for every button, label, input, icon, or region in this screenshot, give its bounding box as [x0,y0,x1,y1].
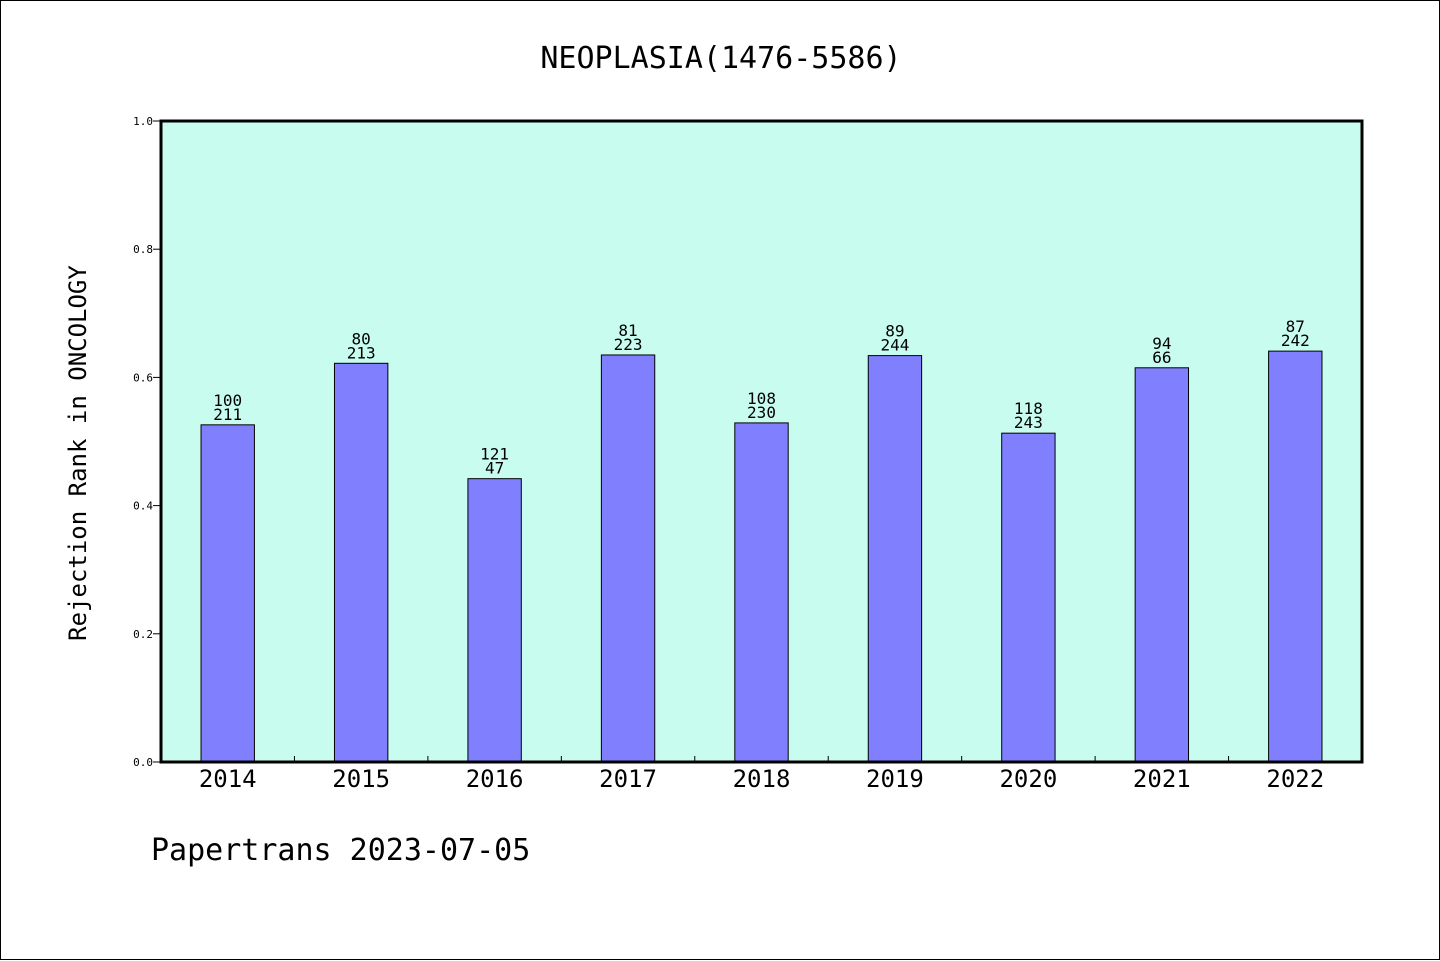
bar-label-bottom: 213 [347,343,376,362]
bar-2018 [734,422,789,763]
footer-credit: Papertrans 2023-07-05 [151,833,531,868]
x-tick-label: 2019 [866,765,924,793]
y-axis-label: Rejection Rank in ONCOLOGY [64,265,92,641]
bar-label-top: 80 [352,329,371,348]
y-tick-label: 0.6 [133,371,153,384]
x-tick-label: 2020 [999,765,1057,793]
bar-label-top: 87 [1286,317,1305,336]
y-axis: 0.0 0.2 0.4 0.6 0.8 1.0 [133,115,161,769]
bar-label-top: 89 [885,322,904,341]
x-tick-label: 2017 [599,765,657,793]
bar-label-top: 100 [213,391,242,410]
y-tick-label: 0.2 [133,628,153,641]
bar-2014 [200,424,255,763]
bar-2020 [1001,432,1056,763]
bar-label-top: 94 [1152,334,1171,353]
y-tick-label: 0.0 [133,756,153,769]
bar-2016 [467,478,522,763]
bar-2015 [333,362,389,763]
plot-border [159,119,1364,764]
bar-2019 [867,355,923,763]
x-tick-label: 2014 [199,765,257,793]
x-tick-label: 2018 [733,765,791,793]
bar-label-bottom: 242 [1281,331,1310,350]
y-tick-label: 0.8 [133,243,153,256]
x-axis: 2014 2015 2016 2017 2018 2019 2020 2021 2022 [199,756,1324,793]
bar-label-bottom: 66 [1152,348,1171,367]
bar-label-top: 81 [618,321,637,340]
bar-label-bottom: 243 [1014,413,1043,432]
y-tick-label: 1.0 [133,115,153,128]
bar-label-top: 108 [747,389,776,408]
x-tick-label: 2016 [466,765,524,793]
bar-2017 [600,354,656,763]
bar-2022 [1268,350,1323,763]
x-tick-label: 2021 [1133,765,1191,793]
bar-label-bottom: 223 [614,335,643,354]
bar-2021 [1134,367,1190,763]
x-tick-label: 2015 [332,765,390,793]
bar-label-bottom: 244 [880,336,909,355]
x-tick-label: 2022 [1266,765,1324,793]
bar-label-top: 118 [1014,399,1043,418]
bar-label-top: 121 [480,445,509,464]
bar-label-bottom: 230 [747,403,776,422]
chart-title: NEOPLASIA(1476-5586) [540,41,901,76]
y-tick-label: 0.4 [133,500,153,513]
bar-label-bottom: 211 [213,405,242,424]
bar-label-bottom: 47 [485,459,504,478]
